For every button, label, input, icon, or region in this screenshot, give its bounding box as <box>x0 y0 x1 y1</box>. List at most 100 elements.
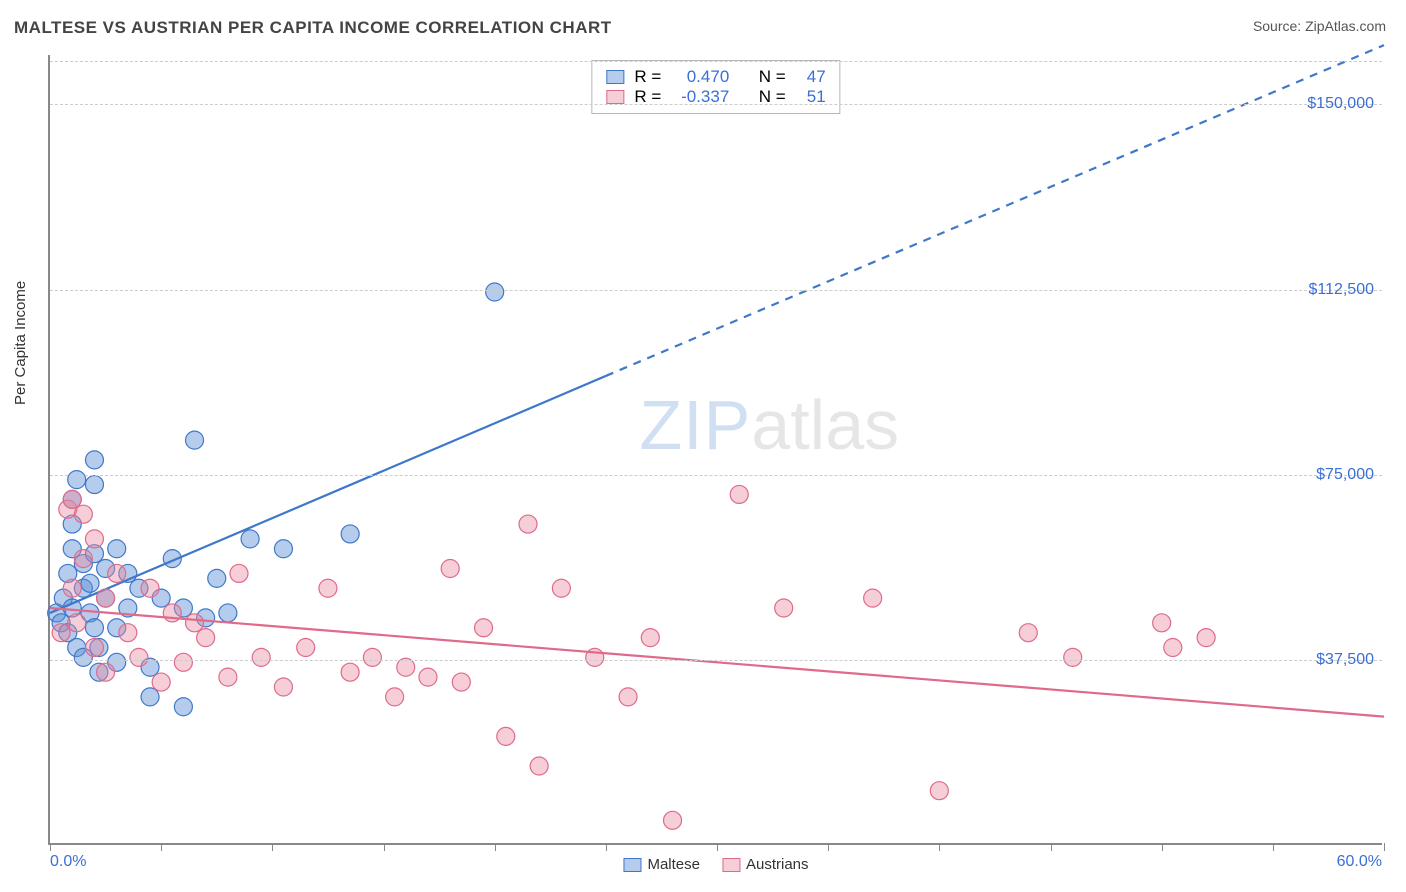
legend-item: Maltese <box>623 856 700 873</box>
x-tick <box>828 843 829 851</box>
scatter-point <box>864 589 882 607</box>
scatter-point <box>108 564 126 582</box>
scatter-point <box>97 663 115 681</box>
x-tick <box>272 843 273 851</box>
scatter-point <box>363 648 381 666</box>
x-tick <box>1384 843 1385 851</box>
y-tick-label: $150,000 <box>1307 95 1374 113</box>
scatter-point <box>141 579 159 597</box>
scatter-point <box>230 564 248 582</box>
scatter-point <box>68 471 86 489</box>
scatter-point <box>197 629 215 647</box>
scatter-point <box>419 668 437 686</box>
scatter-point <box>152 673 170 691</box>
scatter-point <box>1197 629 1215 647</box>
x-tick <box>384 843 385 851</box>
scatter-point <box>141 688 159 706</box>
legend-swatch <box>722 858 740 872</box>
scatter-point <box>341 525 359 543</box>
scatter-point <box>619 688 637 706</box>
scatter-point <box>730 485 748 503</box>
legend: Maltese Austrians <box>623 856 808 873</box>
y-tick-label: $37,500 <box>1316 651 1374 669</box>
scatter-point <box>81 574 99 592</box>
scatter-point <box>519 515 537 533</box>
x-tick <box>939 843 940 851</box>
scatter-point <box>74 550 92 568</box>
scatter-point <box>552 579 570 597</box>
scatter-point <box>208 569 226 587</box>
x-axis-min-label: 0.0% <box>50 853 86 871</box>
scatter-point <box>85 530 103 548</box>
x-axis-max-label: 60.0% <box>1337 853 1382 871</box>
scatter-point <box>341 663 359 681</box>
scatter-point <box>530 757 548 775</box>
r-value: 0.470 <box>671 67 729 87</box>
legend-swatch <box>623 858 641 872</box>
x-tick <box>50 843 51 851</box>
scatter-point <box>441 560 459 578</box>
legend-swatch <box>606 90 624 104</box>
plot-svg <box>50 55 1382 843</box>
plot-area: ZIPatlas R = 0.470 N = 47R = -0.337 N = … <box>48 55 1382 845</box>
scatter-point <box>97 589 115 607</box>
x-tick <box>717 843 718 851</box>
scatter-point <box>475 619 493 637</box>
x-tick <box>495 843 496 851</box>
scatter-point <box>1064 648 1082 666</box>
x-tick <box>1162 843 1163 851</box>
chart-container: Per Capita Income ZIPatlas R = 0.470 N =… <box>14 55 1392 875</box>
scatter-point <box>297 639 315 657</box>
scatter-point <box>486 283 504 301</box>
scatter-point <box>641 629 659 647</box>
x-tick <box>1273 843 1274 851</box>
n-value: 47 <box>796 67 826 87</box>
x-tick <box>1051 843 1052 851</box>
scatter-point <box>497 727 515 745</box>
chart-title: MALTESE VS AUSTRIAN PER CAPITA INCOME CO… <box>14 18 612 38</box>
x-tick <box>606 843 607 851</box>
scatter-point <box>219 668 237 686</box>
grid-line <box>50 660 1382 661</box>
scatter-point <box>1019 624 1037 642</box>
scatter-point <box>85 639 103 657</box>
scatter-point <box>1153 614 1171 632</box>
scatter-point <box>386 688 404 706</box>
scatter-point <box>108 540 126 558</box>
y-axis-label: Per Capita Income <box>12 281 29 405</box>
scatter-point <box>219 604 237 622</box>
scatter-point <box>174 653 192 671</box>
grid-line <box>50 475 1382 476</box>
legend-swatch <box>606 70 624 84</box>
scatter-point <box>186 431 204 449</box>
source-attribution: Source: ZipAtlas.com <box>1253 18 1386 34</box>
scatter-point <box>397 658 415 676</box>
trend-line <box>50 376 606 613</box>
scatter-point <box>775 599 793 617</box>
scatter-point <box>274 540 292 558</box>
scatter-point <box>930 782 948 800</box>
y-tick-label: $75,000 <box>1316 466 1374 484</box>
trend-line <box>50 608 1384 717</box>
scatter-point <box>68 614 86 632</box>
scatter-point <box>63 490 81 508</box>
scatter-point <box>85 451 103 469</box>
grid-line <box>50 290 1382 291</box>
scatter-point <box>274 678 292 696</box>
scatter-point <box>452 673 470 691</box>
scatter-point <box>186 614 204 632</box>
scatter-point <box>174 698 192 716</box>
scatter-point <box>241 530 259 548</box>
scatter-point <box>319 579 337 597</box>
grid-line <box>50 104 1382 105</box>
x-tick <box>161 843 162 851</box>
legend-item: Austrians <box>722 856 809 873</box>
scatter-point <box>252 648 270 666</box>
correlation-stats-box: R = 0.470 N = 47R = -0.337 N = 51 <box>591 60 840 114</box>
y-tick-label: $112,500 <box>1308 281 1374 299</box>
scatter-point <box>664 811 682 829</box>
scatter-point <box>1164 639 1182 657</box>
scatter-point <box>74 505 92 523</box>
scatter-point <box>52 624 70 642</box>
grid-line <box>50 61 1382 62</box>
